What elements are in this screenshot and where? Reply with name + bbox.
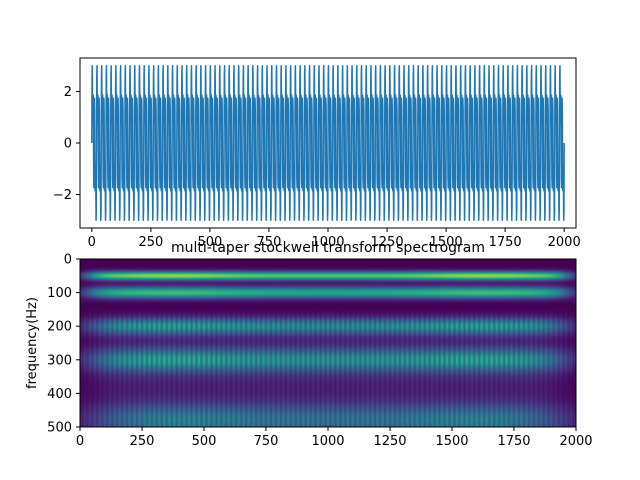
- signal-x-tick-label: 750: [257, 235, 282, 250]
- spectrogram-y-tick-label: 300: [47, 353, 72, 368]
- signal-y-tick-label: 0: [64, 137, 72, 152]
- signal-y-tick-label: −2: [53, 188, 72, 203]
- spectrogram-y-tick-label: 500: [47, 421, 72, 436]
- signal-y-ticks: 2 0 −2: [53, 85, 80, 203]
- spectrogram-x-ticks: 0 250 500 750 1000 1250 1500 1750 2000: [76, 427, 593, 449]
- signal-x-ticks: 0 250 500 750 1000 1250 1500 1750 2000: [88, 228, 581, 250]
- spectrogram-x-tick-label: 1250: [373, 434, 406, 449]
- signal-x-tick-label: 250: [138, 235, 163, 250]
- signal-series-line: [91, 64, 565, 222]
- signal-x-tick-label: 1750: [489, 235, 522, 250]
- spectrogram-x-tick-label: 1000: [311, 434, 344, 449]
- signal-x-tick-label: 1500: [430, 235, 463, 250]
- spectrogram-image-wrapper: [80, 259, 576, 427]
- spectrogram-x-tick-label: 1750: [497, 434, 530, 449]
- spectrogram-y-tick-label: 200: [47, 320, 72, 335]
- spectrogram-axes: multi-taper stockwell transform spectrog…: [25, 240, 593, 449]
- spectrogram-y-tick-label: 100: [47, 286, 72, 301]
- signal-plot-area: [91, 64, 565, 222]
- spectrogram-x-tick-label: 500: [192, 434, 217, 449]
- spectrogram-heatmap: [80, 259, 576, 427]
- spectrogram-x-tick-label: 750: [254, 434, 279, 449]
- signal-axes: 0 250 500 750 1000 1250 1500 1750 2000 2 0 −2: [53, 57, 581, 250]
- spectrogram-y-ticks: 0 100 200 300 400 500: [47, 253, 80, 436]
- spectrogram-y-axis-label: frequency(Hz): [25, 297, 40, 389]
- signal-x-tick-label: 500: [197, 235, 222, 250]
- spectrogram-x-tick-label: 2000: [559, 434, 592, 449]
- spectrogram-y-tick-label: 400: [47, 387, 72, 402]
- signal-x-tick-label: 0: [88, 235, 96, 250]
- spectrogram-y-tick-label: 0: [64, 253, 72, 268]
- signal-x-tick-label: 1250: [371, 235, 404, 250]
- spectrogram-x-tick-label: 0: [76, 434, 84, 449]
- signal-x-tick-label: 1000: [311, 235, 344, 250]
- signal-y-tick-label: 2: [64, 85, 72, 100]
- signal-x-tick-label: 2000: [548, 235, 581, 250]
- spectrogram-x-tick-label: 250: [130, 434, 155, 449]
- spectrogram-x-tick-label: 1500: [435, 434, 468, 449]
- spectrogram-title: multi-taper stockwell transform spectrog…: [171, 240, 485, 256]
